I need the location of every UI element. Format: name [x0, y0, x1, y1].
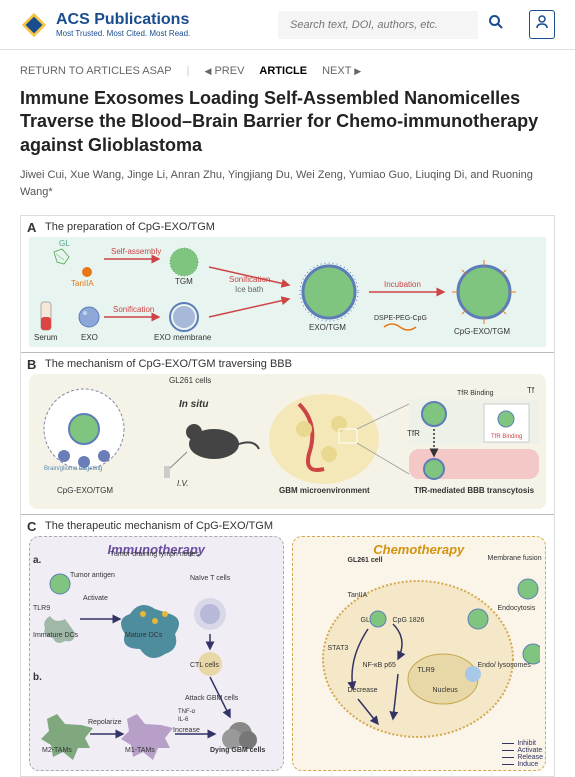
next-link[interactable]: NEXT ▶ [322, 65, 361, 77]
label-tfr-binding2: TfR Binding [491, 434, 522, 440]
label-endocytosis: Endocytosis [498, 605, 536, 612]
page-header: ACS Publications Most Trusted. Most Cite… [0, 0, 575, 50]
label-nucleus: Nucleus [433, 687, 458, 694]
arrow-self-assembly: Self-assembly [111, 247, 161, 256]
chemo-legend: Inhibit Activate Release Induce [502, 740, 543, 768]
label-increase: Increase [173, 727, 200, 734]
figure-panel-c: C The therapeutic mechanism of CpG-EXO/T… [21, 515, 554, 776]
label-m2: M2-TAMs [42, 747, 72, 754]
label-il6: IL-6 [178, 717, 188, 723]
article-title: Immune Exosomes Loading Self-Assembled N… [0, 87, 575, 167]
current-nav: ARTICLE [259, 65, 307, 77]
arrow-sonification: Sonification [113, 305, 154, 314]
logo[interactable]: ACS Publications Most Trusted. Most Cite… [20, 11, 190, 39]
article-nav: RETURN TO ARTICLES ASAP | ◀ PREV ARTICLE… [0, 50, 575, 87]
label-brain-target: Brain/glioma targeting [44, 466, 102, 472]
label-transcytosis: TfR-mediated BBB transcytosis [414, 486, 534, 495]
label-membrane-fusion: Membrane fusion [488, 555, 542, 562]
label-tgm: TGM [175, 277, 193, 286]
label-tfr: TfR [407, 429, 420, 438]
label-attack: Attack GBM cells [185, 695, 238, 702]
label-exo-tgm: EXO/TGM [309, 323, 346, 332]
label-taniia: TanIIA [71, 279, 94, 288]
label-ctl: CTL cells [190, 662, 219, 669]
label-tumor-lymph: Tumor-draining lymph nodes [110, 551, 199, 558]
panel-a-title: The preparation of CpG-EXO/TGM [45, 221, 546, 233]
label-m1: M1-TAMs [125, 747, 155, 754]
label-nfkb: NF-κB p65 [363, 662, 396, 669]
immuno-diagram [35, 559, 278, 764]
label-repolarize: Repolarize [88, 719, 121, 726]
label-exo: EXO [81, 333, 98, 342]
label-tnf: TNF-α [178, 709, 195, 715]
label-tfr-binding: TfR Binding [457, 390, 494, 397]
label-activate: Activate [83, 595, 108, 602]
panel-a-letter: A [27, 220, 36, 235]
label-dying: Dying GBM cells [210, 747, 265, 754]
acs-logo-icon [20, 11, 48, 39]
label-endo-lyso: Endo/ lysosomes [478, 662, 531, 669]
search-area [278, 10, 555, 39]
return-link[interactable]: RETURN TO ARTICLES ASAP [20, 65, 172, 77]
label-b: b. [33, 672, 42, 683]
arrow-sonification2: Sonification [229, 275, 270, 284]
search-input[interactable] [278, 11, 478, 39]
user-icon[interactable] [529, 10, 555, 39]
label-mature-dc: Mature DCs [125, 632, 162, 639]
label-gl-c: GL [361, 617, 370, 624]
label-in-situ: In situ [179, 399, 208, 410]
label-iv: I.V. [177, 479, 188, 488]
label-naive-t: Naïve T cells [190, 575, 230, 582]
tagline: Most Trusted. Most Cited. Most Read. [56, 29, 190, 38]
label-tlr9: TLR9 [33, 605, 50, 612]
search-icon[interactable] [488, 14, 504, 35]
label-cpg1826: CpG 1826 [393, 617, 425, 624]
panel-c-letter: C [27, 519, 36, 534]
chemotherapy-section: Chemotherapy GL261 c [292, 536, 547, 771]
label-serum: Serum [34, 333, 58, 342]
label-taniia-c: TanIIA [348, 592, 368, 599]
article-authors: Jiwei Cui, Xue Wang, Jinge Li, Anran Zhu… [0, 167, 575, 215]
label-cpg-exo-tgm: CpG-EXO/TGM [454, 327, 510, 336]
label-exo-membrane: EXO membrane [154, 333, 211, 342]
arrow-icebath: Ice bath [235, 285, 263, 294]
logo-text: ACS Publications Most Trusted. Most Cite… [56, 11, 190, 38]
figure-graphical-abstract: A The preparation of CpG-EXO/TGM [20, 215, 555, 777]
label-tf: Tf [527, 386, 534, 395]
label-stat3: STAT3 [328, 645, 349, 652]
nav-separator: | [187, 65, 190, 77]
figure-panel-a: A The preparation of CpG-EXO/TGM [21, 216, 554, 353]
label-gbm-env: GBM microenvironment [279, 486, 370, 495]
label-a: a. [33, 555, 41, 566]
brand-name: ACS Publications [56, 11, 190, 29]
label-dspe: DSPE-PEG-CpG [374, 315, 427, 322]
label-decrease: Decrease [348, 687, 378, 694]
figure-panel-b: B The mechanism of CpG-EXO/TGM traversin… [21, 353, 554, 515]
immunotherapy-section: Immunotherapy [29, 536, 284, 771]
prev-link[interactable]: ◀ PREV [204, 65, 244, 77]
label-tlr9-c: TLR9 [418, 667, 435, 674]
panel-b-title: The mechanism of CpG-EXO/TGM traversing … [45, 358, 546, 370]
arrow-incubation: Incubation [384, 280, 421, 289]
label-cpg-b: CpG-EXO/TGM [57, 486, 113, 495]
label-gl: GL [59, 239, 70, 248]
label-gl261-cell: GL261 cell [348, 557, 383, 564]
label-tumor-antigen: Tumor antigen [70, 572, 115, 579]
label-immature-dc: Immature DCs [33, 632, 78, 639]
panel-c-title: The therapeutic mechanism of CpG-EXO/TGM [45, 520, 546, 532]
panel-b-letter: B [27, 357, 36, 372]
label-gl261: GL261 cells [169, 376, 211, 385]
